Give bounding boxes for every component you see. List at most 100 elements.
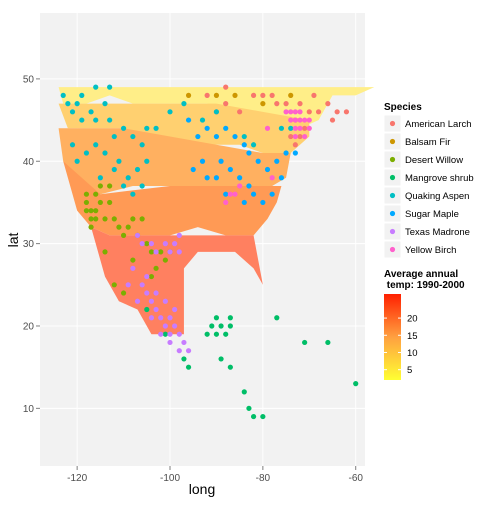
species-point <box>125 175 131 181</box>
species-point <box>260 413 266 420</box>
species-point <box>83 199 90 206</box>
species-legend-dot <box>389 120 396 127</box>
species-point <box>246 405 252 411</box>
species-point <box>297 109 303 115</box>
species-point <box>93 208 99 214</box>
species-point <box>120 232 127 238</box>
species-point <box>148 241 155 247</box>
species-point <box>167 331 173 337</box>
species-point <box>306 109 312 115</box>
species-point <box>223 199 229 206</box>
species-point <box>264 125 271 131</box>
species-point <box>209 323 215 329</box>
species-point <box>302 133 308 140</box>
species-point <box>255 158 261 164</box>
temperature-colorbar <box>384 294 401 380</box>
species-point <box>241 142 247 148</box>
species-point <box>213 315 220 321</box>
species-point <box>274 158 280 164</box>
species-point <box>153 290 159 296</box>
species-point <box>181 339 187 346</box>
species-point <box>223 101 229 107</box>
species-point <box>102 249 108 255</box>
species-point <box>111 133 117 140</box>
species-point <box>283 150 289 156</box>
species-point <box>260 199 266 206</box>
species-point <box>153 249 159 255</box>
x-tick-label: -60 <box>348 473 363 484</box>
species-point <box>297 133 303 140</box>
species-point <box>269 191 275 197</box>
species-point <box>250 92 257 98</box>
species-point <box>297 101 303 107</box>
species-point <box>302 125 308 131</box>
species-point <box>241 199 247 206</box>
species-legend-dot <box>389 156 396 163</box>
species-point <box>288 92 294 98</box>
species-point <box>292 133 298 140</box>
species-point <box>246 150 252 156</box>
species-point <box>264 166 271 173</box>
species-point <box>274 315 280 321</box>
species-legend-label: Desert Willow <box>405 155 463 166</box>
species-point <box>297 117 303 123</box>
species-point <box>176 331 182 337</box>
x-tick-label: -120 <box>67 473 87 484</box>
temperature-legend-title-line1: Average annual <box>384 269 458 280</box>
species-point <box>250 413 257 420</box>
species-point <box>292 150 298 156</box>
species-point <box>79 117 85 123</box>
species-point <box>148 298 155 304</box>
species-point <box>199 158 206 164</box>
species-point <box>325 101 331 107</box>
species-point <box>107 117 113 123</box>
species-point <box>153 306 159 313</box>
species-point <box>353 381 359 387</box>
species-point <box>162 331 168 337</box>
y-tick-label: 40 <box>23 157 35 168</box>
species-point <box>83 150 90 156</box>
species-point <box>334 109 340 115</box>
species-legend-dot <box>389 228 396 235</box>
species-point <box>185 364 192 370</box>
species-point <box>120 290 127 296</box>
species-point <box>153 265 159 271</box>
species-point <box>83 208 90 214</box>
species-point <box>139 142 145 148</box>
species-point <box>167 109 173 115</box>
species-point <box>213 92 220 98</box>
species-point <box>93 191 99 197</box>
temperature-legend-title-line2: temp: 1990-2000 <box>384 280 465 291</box>
species-point <box>315 109 322 115</box>
species-point <box>69 142 76 148</box>
species-point <box>269 92 275 98</box>
species-point <box>144 125 150 131</box>
species-point <box>237 175 243 181</box>
species-point <box>190 166 196 173</box>
species-point <box>185 117 192 123</box>
species-point <box>227 315 233 321</box>
species-point <box>162 298 168 304</box>
species-point <box>167 339 173 346</box>
species-point <box>83 191 90 197</box>
y-tick-label: 20 <box>23 321 35 332</box>
species-point <box>167 249 173 255</box>
species-point <box>144 158 150 164</box>
species-point <box>79 92 85 98</box>
species-point <box>134 298 141 304</box>
species-point <box>181 101 187 107</box>
species-point <box>176 249 182 255</box>
species-point <box>93 117 99 123</box>
species-point <box>60 92 66 98</box>
species-point <box>223 125 229 131</box>
species-point <box>139 216 145 222</box>
species-point <box>97 199 103 206</box>
y-axis-label: lat <box>5 233 21 248</box>
species-point <box>139 183 145 189</box>
species-point <box>325 339 331 346</box>
species-point <box>148 249 155 255</box>
species-point <box>302 117 308 123</box>
species-point <box>172 241 178 247</box>
species-point <box>176 232 182 238</box>
